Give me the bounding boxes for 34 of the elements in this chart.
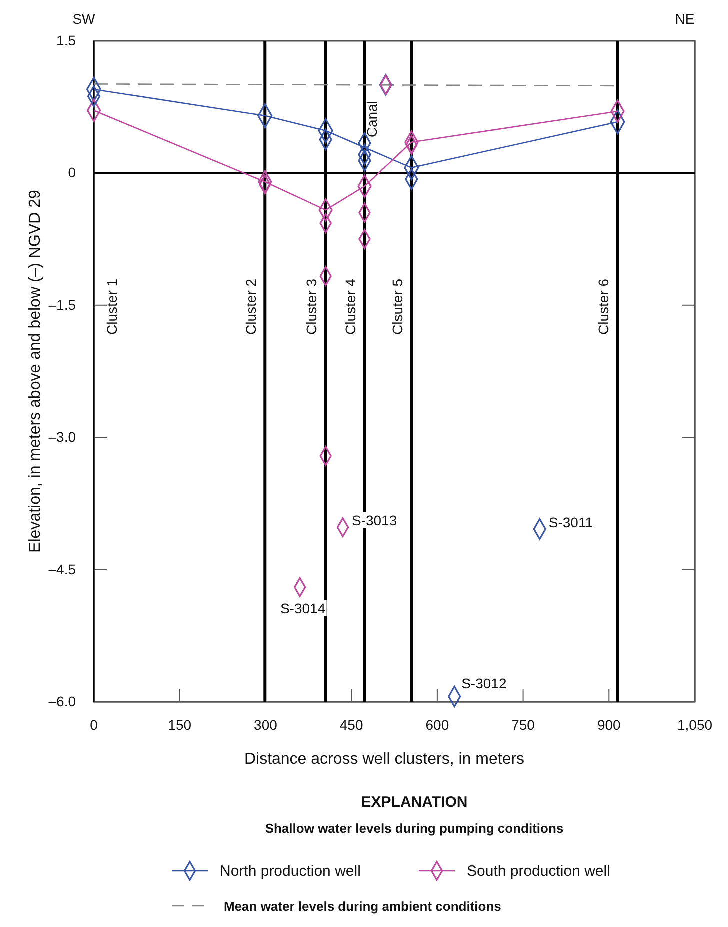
ref-line-label: Clsuter 5 bbox=[390, 278, 406, 335]
text: Shallow water levels during pumping conditions bbox=[265, 821, 564, 836]
ref-line-label: Cluster 3 bbox=[304, 278, 320, 335]
x-tick-label: 150 bbox=[168, 716, 192, 733]
y-tick-label: –4.5 bbox=[48, 561, 76, 578]
x-tick-label: 450 bbox=[340, 716, 364, 733]
y-tick-label: 1.5 bbox=[56, 32, 76, 48]
legend-label: South production well bbox=[467, 863, 610, 880]
y-tick-label: 0 bbox=[68, 164, 76, 181]
y-axis-title: Elevation, in meters above and below (–) NGVD 29 bbox=[27, 190, 44, 553]
ref-line-label: Cluster 6 bbox=[596, 278, 612, 335]
x-tick-label: 300 bbox=[254, 716, 278, 733]
legend-title: EXPLANATION bbox=[361, 794, 468, 811]
x-tick-label: 900 bbox=[597, 716, 622, 733]
ref-line-label: Cluster 1 bbox=[104, 278, 120, 335]
x-axis-title: Distance across well clusters, in meters bbox=[244, 751, 525, 768]
annotation: Canal bbox=[364, 101, 380, 138]
annotation: S-3012 bbox=[462, 676, 507, 692]
ref-line-label: Cluster 4 bbox=[342, 278, 359, 335]
x-tick-label: 600 bbox=[426, 716, 450, 733]
annotation: S-3013 bbox=[352, 512, 398, 528]
y-tick-label: –3.0 bbox=[48, 429, 76, 446]
text: SW bbox=[72, 11, 96, 27]
legend-label: North production well bbox=[220, 863, 361, 880]
x-tick-label: 1,050 bbox=[677, 716, 713, 733]
x-tick-label: 0 bbox=[90, 716, 98, 733]
text: NE bbox=[675, 11, 695, 27]
ref-line-label: Cluster 2 bbox=[243, 278, 260, 335]
annotation: S-3011 bbox=[548, 514, 594, 530]
y-tick-label: –6.0 bbox=[48, 693, 76, 710]
x-tick-label: 750 bbox=[512, 716, 536, 733]
y-tick-label: –1.5 bbox=[48, 296, 76, 313]
legend-label: Mean water levels during ambient conditions bbox=[224, 899, 502, 914]
annotation: S-3014 bbox=[280, 600, 326, 616]
